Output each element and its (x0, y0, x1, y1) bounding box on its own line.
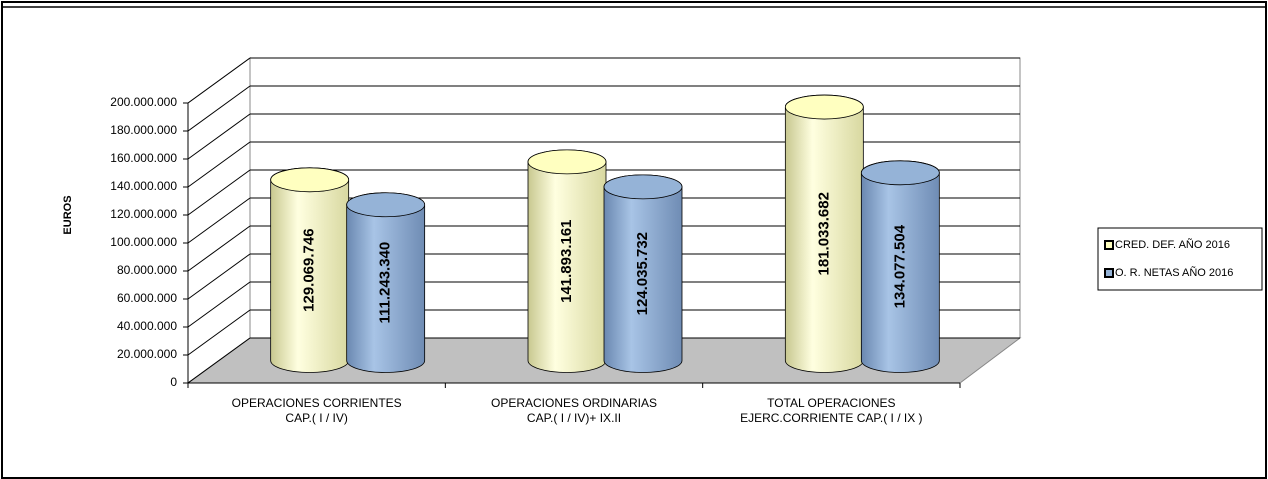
x-tick-label: CAP.( I / IV)+ IX.II (527, 411, 621, 425)
grid-line (187, 113, 251, 160)
cylinder-top (270, 167, 350, 193)
cylinder-top (784, 94, 864, 120)
grid-line (187, 337, 251, 384)
grid-line (187, 253, 251, 300)
y-tick-label: 140.000.000 (110, 179, 177, 193)
grid-line (187, 85, 251, 132)
grid-line (187, 309, 251, 356)
grid-line (187, 169, 251, 216)
y-tick-label: 200.000.000 (110, 95, 177, 109)
legend-label: O. R. NETAS AÑO 2016 (1115, 266, 1233, 279)
grid-line (187, 225, 251, 272)
value-label: 181.033.682 (815, 192, 832, 275)
x-tick-label: TOTAL OPERACIONES (767, 396, 895, 410)
x-tick-label: OPERACIONES ORDINARIAS (491, 396, 657, 410)
x-tick-label: CAP.( I / IV) (285, 411, 347, 425)
legend-label: CRED. DEF. AÑO 2016 (1115, 238, 1230, 251)
cylinder-top (527, 149, 607, 175)
grid-line (187, 57, 251, 104)
y-tick-label: 120.000.000 (110, 207, 177, 221)
y-axis-label: EUROS (62, 195, 74, 234)
x-tick-label: OPERACIONES CORRIENTES (232, 396, 402, 410)
y-tick-label: 160.000.000 (110, 151, 177, 165)
x-tick-label: EJERC.CORRIENTE CAP.( I / IX ) (740, 411, 922, 425)
grid-line (187, 281, 251, 328)
grid-line (187, 141, 251, 188)
y-tick-label: 0 (170, 375, 177, 389)
cylinder-top (860, 160, 940, 186)
y-tick-label: 100.000.000 (110, 235, 177, 249)
legend-swatch (1104, 240, 1114, 250)
y-tick-label: 60.000.000 (117, 291, 177, 305)
cylinder-top (346, 192, 426, 218)
value-label: 129.069.746 (301, 228, 318, 311)
value-label: 111.243.340 (377, 242, 394, 324)
y-tick-label: 180.000.000 (110, 123, 177, 137)
legend (1097, 227, 1263, 291)
y-tick-label: 80.000.000 (117, 263, 177, 277)
grid-line (187, 197, 251, 244)
cylinder-top (603, 174, 683, 200)
value-label: 134.077.504 (891, 224, 908, 308)
value-label: 124.035.732 (634, 232, 651, 315)
y-tick-label: 20.000.000 (117, 347, 177, 361)
legend-swatch (1104, 268, 1114, 278)
value-label: 141.893.161 (558, 219, 575, 302)
y-tick-label: 40.000.000 (117, 319, 177, 333)
